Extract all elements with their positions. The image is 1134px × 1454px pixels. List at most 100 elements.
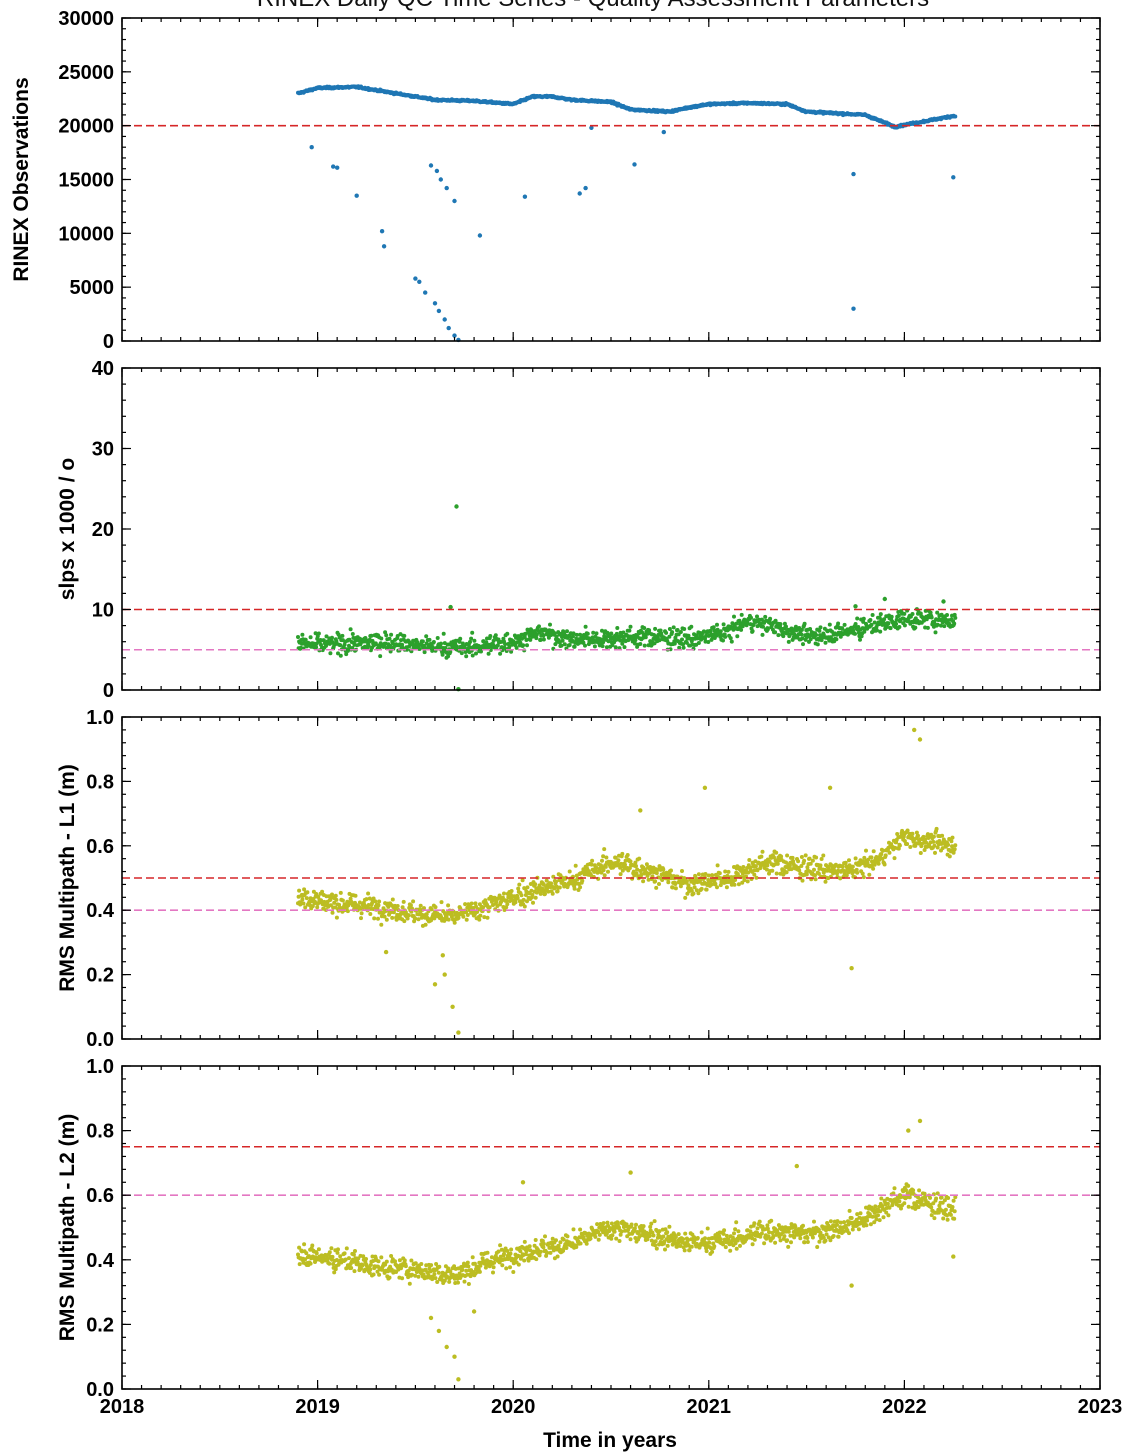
data-point bbox=[378, 654, 383, 659]
data-point bbox=[407, 1281, 412, 1286]
data-point bbox=[774, 850, 779, 855]
data-point bbox=[717, 871, 722, 876]
data-point bbox=[606, 869, 610, 874]
data-point bbox=[847, 858, 851, 863]
data-point bbox=[578, 885, 583, 890]
data-point bbox=[350, 632, 355, 636]
data-point bbox=[779, 854, 784, 859]
data-point bbox=[565, 1234, 570, 1239]
data-point bbox=[604, 855, 609, 860]
data-point bbox=[308, 1261, 313, 1266]
data-point bbox=[327, 1250, 332, 1255]
data-point bbox=[870, 613, 875, 617]
data-point bbox=[550, 891, 555, 896]
data-point bbox=[953, 615, 958, 620]
data-point bbox=[360, 1263, 365, 1268]
data-point bbox=[578, 1227, 583, 1232]
data-point bbox=[468, 640, 472, 644]
data-point bbox=[950, 835, 955, 840]
data-point bbox=[784, 624, 788, 629]
y-tick-label: 0.6 bbox=[86, 836, 114, 858]
data-point bbox=[654, 1246, 659, 1251]
data-point bbox=[522, 904, 527, 909]
data-point bbox=[876, 861, 881, 866]
data-point bbox=[402, 1258, 407, 1263]
outlier-point bbox=[379, 229, 385, 234]
data-point bbox=[670, 630, 675, 635]
data-point bbox=[823, 879, 828, 884]
data-point bbox=[596, 1237, 601, 1242]
outlier-point bbox=[434, 168, 440, 174]
data-point bbox=[571, 1227, 576, 1232]
data-point bbox=[557, 885, 562, 890]
data-point bbox=[632, 1226, 637, 1231]
outlier-point bbox=[417, 279, 422, 284]
data-point bbox=[712, 1244, 717, 1249]
data-point bbox=[886, 621, 891, 626]
data-point bbox=[560, 638, 565, 643]
data-point bbox=[461, 914, 466, 919]
data-point bbox=[353, 893, 358, 898]
data-point bbox=[508, 1251, 513, 1256]
data-point bbox=[466, 1264, 471, 1269]
data-point bbox=[726, 869, 731, 874]
data-point bbox=[759, 854, 764, 859]
outlier-point bbox=[452, 198, 457, 204]
data-point bbox=[313, 631, 318, 636]
data-point bbox=[302, 1242, 307, 1247]
data-point bbox=[543, 891, 547, 896]
data-point bbox=[348, 627, 353, 632]
data-point bbox=[689, 624, 694, 629]
data-points bbox=[296, 727, 958, 1035]
data-point bbox=[910, 831, 915, 836]
data-point bbox=[661, 1234, 666, 1239]
data-point bbox=[836, 621, 841, 626]
data-point bbox=[665, 1230, 670, 1235]
data-point bbox=[446, 917, 451, 922]
data-point bbox=[584, 1241, 589, 1246]
data-point bbox=[603, 864, 608, 869]
data-point bbox=[786, 639, 791, 644]
data-point bbox=[352, 1269, 357, 1274]
data-point bbox=[300, 897, 305, 902]
data-point bbox=[913, 625, 918, 630]
data-point bbox=[572, 886, 577, 891]
data-point bbox=[940, 833, 945, 838]
data-point bbox=[333, 893, 338, 898]
outlier-point bbox=[413, 276, 418, 281]
outlier-point bbox=[849, 966, 854, 971]
data-point bbox=[897, 625, 902, 629]
data-point bbox=[327, 1261, 332, 1266]
data-point bbox=[297, 888, 302, 893]
data-point bbox=[718, 629, 723, 634]
outlier-point bbox=[917, 737, 923, 742]
data-point bbox=[804, 872, 809, 877]
data-point bbox=[572, 644, 577, 649]
data-point bbox=[902, 623, 907, 628]
data-point bbox=[456, 916, 461, 920]
data-point bbox=[338, 653, 343, 658]
data-point bbox=[715, 863, 720, 868]
data-point bbox=[436, 1270, 441, 1275]
data-point bbox=[530, 893, 535, 897]
data-point bbox=[420, 639, 425, 644]
data-point bbox=[556, 1243, 561, 1248]
data-point bbox=[517, 882, 522, 887]
data-point bbox=[819, 857, 824, 861]
data-point bbox=[755, 614, 759, 619]
data-point bbox=[548, 622, 552, 627]
data-point bbox=[376, 916, 380, 921]
data-point bbox=[678, 630, 683, 634]
data-point bbox=[749, 615, 753, 620]
data-point bbox=[929, 615, 934, 620]
data-point bbox=[418, 903, 423, 908]
data-point bbox=[329, 1246, 334, 1251]
data-point bbox=[460, 1267, 465, 1272]
data-point bbox=[785, 853, 790, 858]
data-point bbox=[504, 1266, 509, 1271]
data-point bbox=[905, 842, 910, 846]
data-point bbox=[871, 866, 876, 871]
data-point bbox=[600, 858, 604, 863]
data-point bbox=[304, 896, 309, 901]
data-point bbox=[818, 863, 823, 868]
